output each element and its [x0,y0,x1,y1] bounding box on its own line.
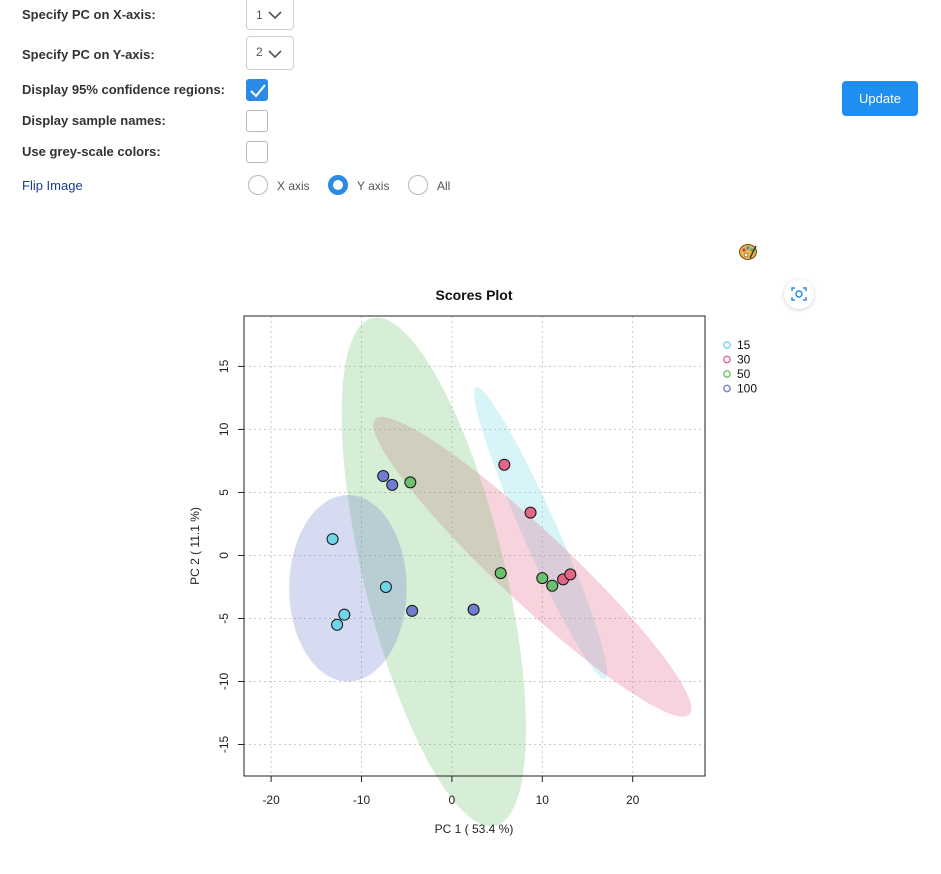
checkmark-icon [250,84,266,98]
chevron-down-icon [268,11,282,20]
data-point-50 [404,476,417,489]
radio-x-axis-label: X axis [277,179,310,193]
legend-marker-50 [723,370,731,378]
screenshot-button[interactable] [784,279,814,309]
confidence-ellipse-100 [289,495,407,682]
y-tick-label: 0 [217,552,231,559]
sample-names-label: Display sample names: [22,113,166,128]
pc-x-value: 1 [256,8,263,22]
legend-marker-100 [723,384,731,393]
plot-frame [243,315,706,777]
data-point-50 [494,567,507,580]
y-tick-label: -15 [217,735,231,753]
camera-focus-icon [791,287,807,301]
legend-label-50: 50 [737,367,751,381]
confidence-label: Display 95% confidence regions: [22,82,226,97]
legend-label-100: 100 [737,382,757,396]
y-axis-title: PC 2 ( 11.1 %) [188,507,202,585]
pc-y-select[interactable]: 2 [246,36,294,70]
data-point-30 [564,568,577,581]
chevron-down-icon [268,50,282,59]
palette-icon-graphic [739,244,757,260]
data-point-50 [536,572,549,585]
pc-x-label: Specify PC on X-axis: [22,7,156,22]
pc-x-select[interactable]: 1 [246,0,294,30]
radio-circle [248,175,268,195]
x-tick-label: 0 [449,793,456,807]
legend-label-15: 15 [737,338,751,352]
data-point-30 [498,458,511,471]
data-point-30 [524,506,537,519]
x-tick-label: 20 [626,793,640,807]
radio-circle [328,175,348,195]
y-tick-label: 15 [217,359,231,373]
x-tick-label: -10 [353,793,371,807]
scores-plot-svg: -20 -10 0 10 20 -15 -10 -5 0 5 10 15 Scores Plot PC… [188,287,757,836]
data-point-50 [546,579,559,592]
y-tick-label: -5 [217,613,231,624]
x-tick-label: -20 [262,793,280,807]
data-point-15 [326,533,339,546]
confidence-ellipse-30 [373,417,692,717]
data-point-15 [331,618,344,631]
data-point-100 [467,603,480,616]
palette-icon[interactable] [738,243,758,261]
greyscale-label: Use grey-scale colors: [22,144,161,159]
data-point-15 [338,608,351,621]
x-tick-label: 10 [536,793,550,807]
x-axis-title: PC 1 ( 53.4 %) [435,822,514,836]
y-tick-label: -10 [217,672,231,690]
y-tick-label: 5 [217,489,231,496]
flip-image-label[interactable]: Flip Image [22,178,83,193]
pc-y-value: 2 [256,45,263,59]
greyscale-checkbox[interactable] [246,141,268,163]
data-point-100 [377,470,390,483]
confidence-checkbox[interactable] [246,79,268,101]
plot-title: Scores Plot [435,287,512,303]
legend-marker-30 [723,355,731,364]
sample-names-checkbox[interactable] [246,110,268,132]
pc-y-label: Specify PC on Y-axis: [22,47,155,62]
radio-all-label: All [437,179,451,193]
data-point-100 [406,604,419,617]
update-button[interactable]: Update [842,81,918,116]
confidence-ellipse-50 [341,317,526,827]
scores-plot: -20 -10 0 10 20 -15 -10 -5 0 5 10 15 Scores Plot PC… [180,280,780,850]
data-point-15 [379,580,392,593]
legend-marker-15 [723,341,731,349]
radio-y-axis-label: Y axis [357,179,390,193]
legend-label-30: 30 [737,353,751,367]
y-tick-label: 10 [217,422,231,436]
radio-circle [408,175,428,195]
data-point-100 [386,478,399,491]
